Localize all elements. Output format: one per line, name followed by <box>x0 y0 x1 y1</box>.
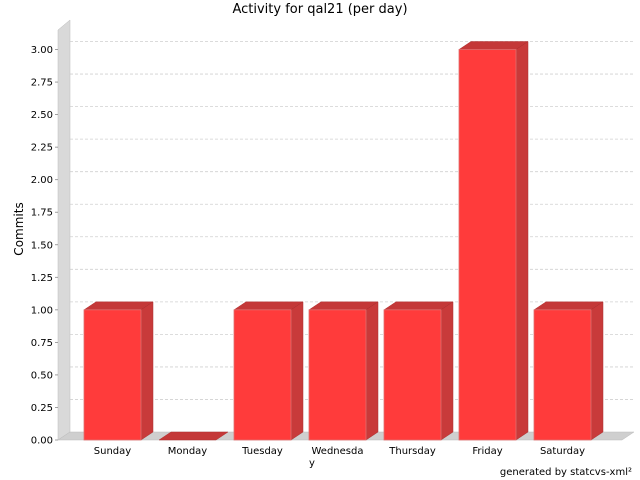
x-tick-label: Tuesday <box>241 446 283 457</box>
x-tick-label: Friday <box>472 446 502 457</box>
y-axis-label: Commits <box>12 202 26 255</box>
generator-credit: generated by statcvs-xml² <box>500 467 632 478</box>
x-tick-label: Saturday <box>540 446 585 457</box>
y-tick-label: 1.50 <box>31 240 53 251</box>
bar-side <box>590 301 604 441</box>
left-wall <box>57 19 71 441</box>
y-tick-label: 0.25 <box>31 403 53 414</box>
x-tick-labels: Sunday Monday Tuesday Wednesda y Thursday Frid… <box>94 446 585 469</box>
bar-side <box>515 41 529 441</box>
bar-friday <box>458 41 529 441</box>
bar-side <box>290 301 304 441</box>
bar-side <box>365 301 379 441</box>
bar-front <box>383 309 442 441</box>
y-tick-label: 2.50 <box>31 110 53 121</box>
x-tick-label: Sunday <box>94 446 131 457</box>
bar-front <box>233 309 292 441</box>
bar-monday <box>158 431 229 441</box>
bars <box>83 41 604 441</box>
y-tick-label: 3.00 <box>31 45 53 56</box>
x-tick-label: Thursday <box>388 446 436 457</box>
x-tick-label: Wednesda y <box>309 446 363 469</box>
y-tick-label: 2.25 <box>31 143 53 154</box>
y-tick-label: 1.75 <box>31 208 53 219</box>
bar-front <box>83 309 142 441</box>
y-tick-label: 2.00 <box>31 175 53 186</box>
bar-thursday <box>383 301 454 441</box>
bar-front <box>308 309 367 441</box>
y-tick-label: 0.00 <box>31 436 53 447</box>
bar-sunday <box>83 301 154 441</box>
x-tick-label: Monday <box>168 446 208 457</box>
y-tick-label: 1.25 <box>31 273 53 284</box>
y-tick-label: 2.75 <box>31 78 53 89</box>
bar-tuesday <box>233 301 304 441</box>
y-tick-labels: 0.00 0.25 0.50 0.75 1.00 1.25 1.50 1.75 2.00 2.25… <box>31 45 58 447</box>
bar-top <box>158 431 229 441</box>
y-tick-label: 1.00 <box>31 305 53 316</box>
bar-side <box>140 301 154 441</box>
y-tick-label: 0.50 <box>31 370 53 381</box>
y-tick-label: 0.75 <box>31 338 53 349</box>
bar-front <box>458 49 517 441</box>
bar-wednesday <box>308 301 379 441</box>
bar-front <box>533 309 592 441</box>
bar-saturday <box>533 301 604 441</box>
chart-title: Activity for qal21 (per day) <box>232 2 407 17</box>
bar-side <box>440 301 454 441</box>
